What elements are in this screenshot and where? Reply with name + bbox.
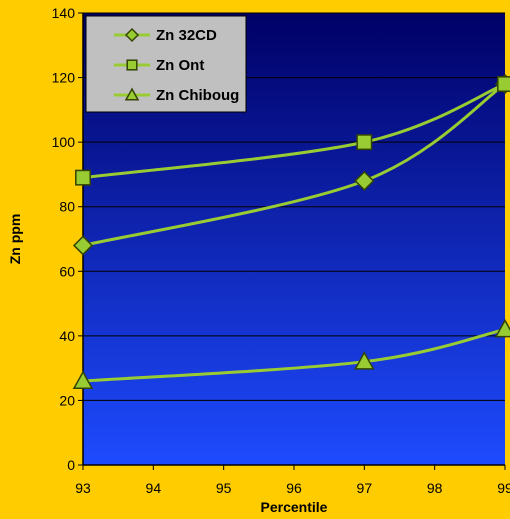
- data-point-triangle: [124, 87, 140, 101]
- data-point-square: [497, 76, 510, 92]
- legend-label: Zn Ont: [156, 57, 204, 74]
- y-tick-label: 100: [52, 134, 76, 150]
- y-axis: 0 20 40 60 80 100 120 140: [52, 5, 84, 473]
- x-tick-label: 99: [497, 480, 510, 496]
- y-tick-label: 80: [59, 199, 75, 215]
- x-axis: 93 94 95 96 97 98 99: [75, 464, 510, 496]
- legend-label: Zn 32CD: [156, 27, 217, 44]
- series-line: [82, 82, 506, 247]
- x-tick-label: 98: [427, 480, 443, 496]
- data-point-square: [356, 134, 373, 151]
- legend-label: Zn Chiboug: [156, 87, 239, 104]
- data-point-diamond: [124, 27, 140, 43]
- x-tick-label: 97: [357, 480, 373, 496]
- data-point-square: [75, 169, 91, 186]
- data-point-diamond: [72, 235, 94, 256]
- legend-box: [85, 15, 247, 113]
- y-tick-label: 40: [59, 328, 75, 344]
- series-square: [75, 76, 510, 186]
- data-point-triangle: [72, 370, 94, 390]
- x-tick-label: 93: [75, 480, 91, 496]
- y-axis-title: Zn ppm: [7, 214, 23, 265]
- legend: Zn 32CD Zn Ont Zn Chiboug: [85, 15, 247, 113]
- y-tick-label: 0: [67, 457, 75, 473]
- y-tick-label: 60: [59, 263, 75, 279]
- data-point-square: [126, 59, 138, 71]
- series-line: [82, 82, 506, 180]
- x-axis-title: Percentile: [261, 499, 328, 515]
- y-tick-label: 140: [52, 5, 76, 21]
- data-point-diamond: [354, 170, 375, 191]
- data-point-triangle: [354, 351, 375, 370]
- series-layer: [72, 73, 510, 390]
- y-tick-label: 20: [59, 392, 75, 408]
- y-tick-label: 120: [52, 70, 76, 86]
- x-tick-label: 94: [146, 480, 162, 496]
- x-tick-label: 96: [286, 480, 302, 496]
- x-tick-label: 95: [216, 480, 232, 496]
- series-line: [82, 327, 506, 383]
